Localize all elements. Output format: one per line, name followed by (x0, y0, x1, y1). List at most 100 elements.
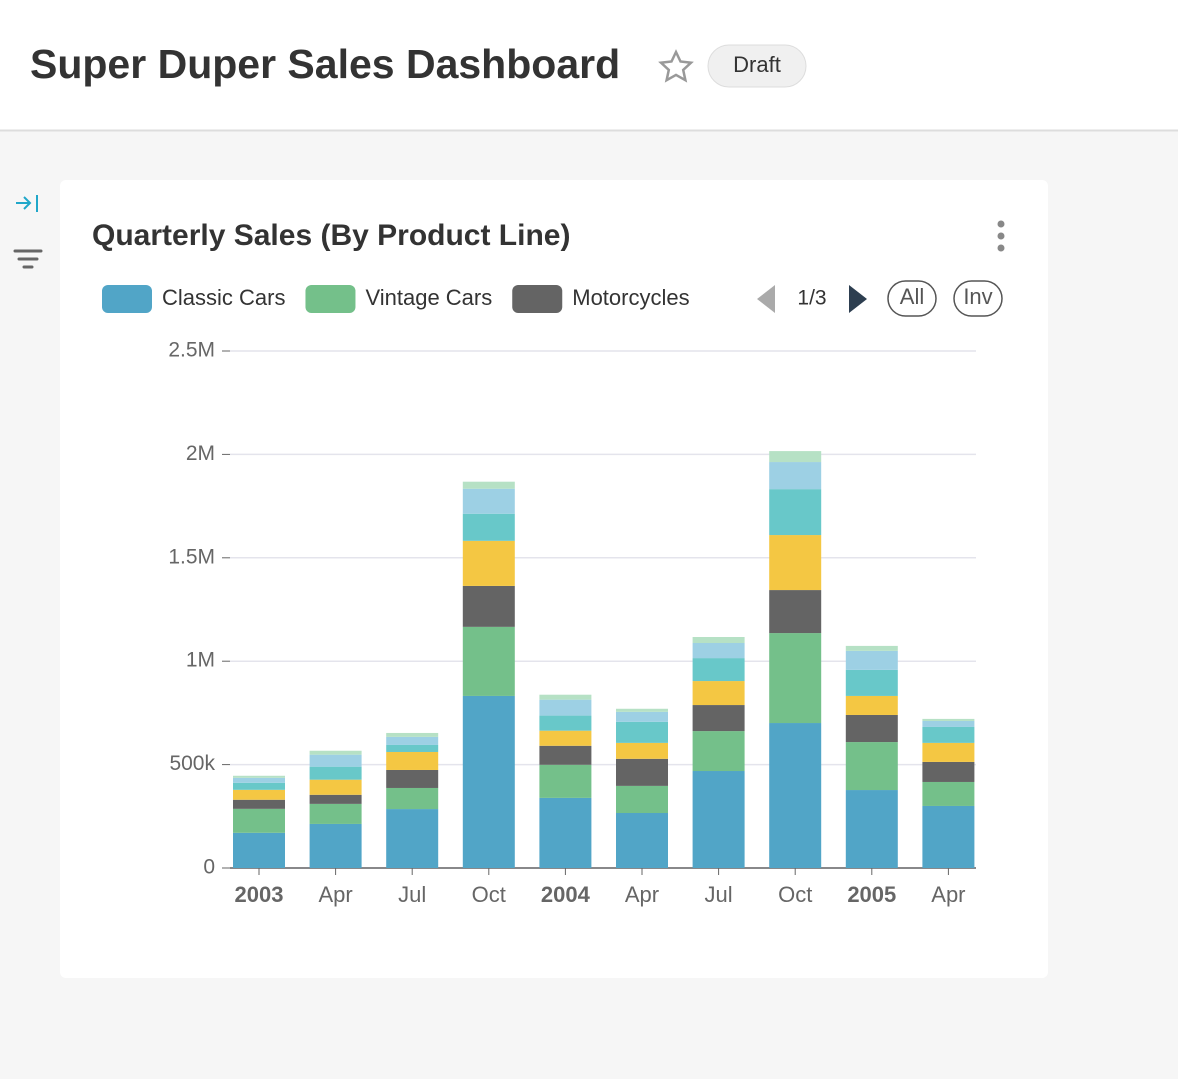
bar-segment[interactable] (539, 730, 592, 746)
bar-segment[interactable] (233, 799, 285, 809)
x-tick-label: Apr (318, 882, 352, 907)
bar-segment[interactable] (616, 812, 668, 868)
bar-segment[interactable] (539, 764, 592, 798)
legend-button[interactable] (953, 280, 1003, 317)
bar-segment[interactable] (539, 715, 592, 731)
bar-segment[interactable] (309, 766, 362, 780)
bar-segment[interactable] (922, 781, 975, 806)
bar-segment[interactable] (386, 809, 439, 868)
bar-segment[interactable] (692, 658, 745, 682)
bar-segment[interactable] (233, 808, 285, 833)
sidebar-icons[interactable] (13, 195, 43, 269)
bar-segment[interactable] (233, 777, 285, 783)
bar-segment[interactable] (692, 771, 745, 868)
bar-segment[interactable] (386, 736, 439, 745)
bar-segment[interactable] (616, 721, 668, 743)
bar-segment[interactable] (616, 758, 668, 786)
x-tick-label: 2005 (847, 882, 896, 907)
bar-segment[interactable] (539, 745, 592, 765)
legend-button-label[interactable]: Inv (963, 284, 992, 309)
legend-swatch[interactable] (305, 285, 356, 313)
legend-page: 1/3 (797, 287, 826, 310)
bar-segment[interactable] (386, 787, 439, 810)
bar-segment[interactable] (616, 742, 668, 759)
bar-segment[interactable] (386, 751, 439, 770)
bar-segment[interactable] (462, 626, 515, 696)
bar-segment[interactable] (845, 645, 898, 651)
bar-segment[interactable] (845, 742, 898, 791)
bar-segment[interactable] (845, 790, 898, 868)
bar-segment[interactable] (462, 481, 515, 489)
bar-segment[interactable] (539, 694, 592, 700)
filter-icon[interactable] (13, 249, 43, 269)
legend-prev[interactable] (757, 285, 775, 313)
bar-segment[interactable] (233, 782, 285, 790)
bar-segment[interactable] (692, 681, 745, 706)
bar-segment[interactable] (462, 513, 515, 541)
legend-label[interactable]: Motorcycles (572, 285, 689, 310)
bar-segment[interactable] (309, 754, 362, 767)
legend-label[interactable]: Vintage Cars (365, 285, 492, 310)
x-tick-label: 2003 (235, 882, 284, 907)
bar-segment[interactable] (692, 643, 745, 659)
bar-segment[interactable] (386, 732, 439, 737)
legend-swatch[interactable] (102, 285, 152, 313)
bar-segment[interactable] (386, 769, 439, 788)
legend-button[interactable] (887, 280, 937, 317)
bar-segment[interactable] (692, 731, 745, 772)
legend-label[interactable]: Classic Cars (162, 285, 285, 310)
bar-segment[interactable] (539, 699, 592, 716)
bar-segment[interactable] (769, 489, 822, 536)
bar-segment[interactable] (616, 711, 668, 722)
favorite-star[interactable] (658, 49, 694, 83)
bar-segment[interactable] (922, 805, 975, 868)
bar-segment[interactable] (462, 585, 515, 627)
bar-segment[interactable] (769, 723, 822, 868)
y-tick-label: 1.5M (168, 545, 215, 568)
chart-menu[interactable] (997, 220, 1005, 252)
legend-swatch[interactable] (512, 285, 563, 313)
bar-segment[interactable] (309, 823, 362, 868)
bar-segment[interactable] (769, 633, 822, 724)
bar-segment[interactable] (386, 744, 439, 752)
legend-button-label[interactable]: All (900, 284, 924, 309)
bar-segment[interactable] (692, 705, 745, 732)
bar-segment[interactable] (769, 462, 822, 490)
bar-segment[interactable] (845, 650, 898, 670)
bar-segment[interactable] (922, 718, 975, 721)
y-tick-label: 1M (186, 649, 215, 672)
bar-segment[interactable] (309, 794, 362, 804)
bar-segment[interactable] (769, 535, 822, 591)
x-tick-label: Jul (705, 882, 733, 907)
bar-segment[interactable] (922, 720, 975, 727)
bar-segment[interactable] (845, 695, 898, 715)
bar-segment[interactable] (233, 775, 285, 778)
bar-segment[interactable] (692, 637, 745, 644)
bar-segment[interactable] (922, 742, 975, 762)
x-tick-label: Oct (778, 882, 812, 907)
bar-segment[interactable] (616, 785, 668, 813)
bar-segment[interactable] (233, 789, 285, 800)
bar-segment[interactable] (922, 761, 975, 782)
legend-next[interactable] (849, 285, 867, 313)
bar-segment[interactable] (462, 695, 515, 868)
bar-segment[interactable] (769, 451, 822, 463)
x-tick-label: 2004 (541, 882, 591, 907)
bar-segment[interactable] (309, 803, 362, 824)
bar-segment[interactable] (616, 708, 668, 712)
bar-segment[interactable] (462, 540, 515, 586)
x-tick-label: Jul (398, 882, 426, 907)
bar-segment[interactable] (462, 488, 515, 514)
bar-segment[interactable] (845, 669, 898, 696)
bar-segment[interactable] (539, 797, 592, 868)
bar-segment[interactable] (309, 750, 362, 755)
bar-segment[interactable] (233, 832, 285, 868)
bar-segment[interactable] (922, 726, 975, 743)
status-pill (707, 44, 807, 88)
bar-segment[interactable] (309, 779, 362, 795)
expand-icon[interactable] (16, 195, 38, 212)
bar-segment[interactable] (769, 590, 822, 634)
bar-segment[interactable] (845, 714, 898, 743)
